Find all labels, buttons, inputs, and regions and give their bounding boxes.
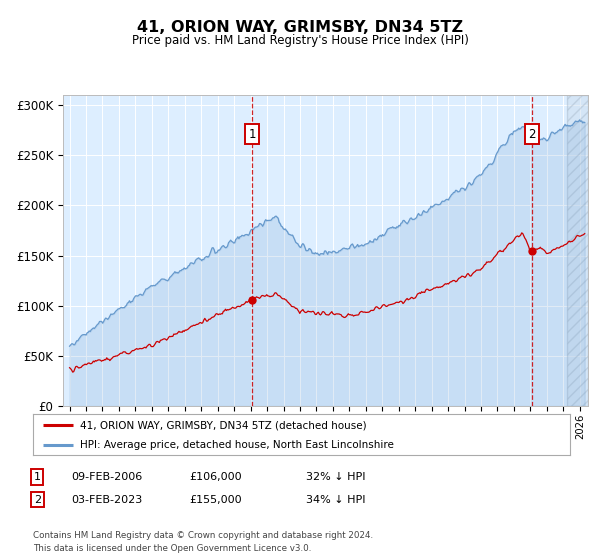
Text: Price paid vs. HM Land Registry's House Price Index (HPI): Price paid vs. HM Land Registry's House … (131, 34, 469, 47)
Text: 2: 2 (528, 128, 536, 141)
Text: 41, ORION WAY, GRIMSBY, DN34 5TZ: 41, ORION WAY, GRIMSBY, DN34 5TZ (137, 20, 463, 35)
Text: 32% ↓ HPI: 32% ↓ HPI (306, 472, 365, 482)
Text: 03-FEB-2023: 03-FEB-2023 (71, 494, 142, 505)
Text: £106,000: £106,000 (189, 472, 242, 482)
Text: £155,000: £155,000 (189, 494, 242, 505)
Text: 1: 1 (34, 472, 41, 482)
Text: 41, ORION WAY, GRIMSBY, DN34 5TZ (detached house): 41, ORION WAY, GRIMSBY, DN34 5TZ (detach… (80, 421, 367, 430)
Text: 2: 2 (34, 494, 41, 505)
Text: 34% ↓ HPI: 34% ↓ HPI (306, 494, 365, 505)
Bar (568, 95, 588, 406)
Text: 09-FEB-2006: 09-FEB-2006 (71, 472, 142, 482)
Text: HPI: Average price, detached house, North East Lincolnshire: HPI: Average price, detached house, Nort… (80, 440, 394, 450)
Text: 1: 1 (248, 128, 256, 141)
Text: Contains HM Land Registry data © Crown copyright and database right 2024.
This d: Contains HM Land Registry data © Crown c… (33, 531, 373, 553)
